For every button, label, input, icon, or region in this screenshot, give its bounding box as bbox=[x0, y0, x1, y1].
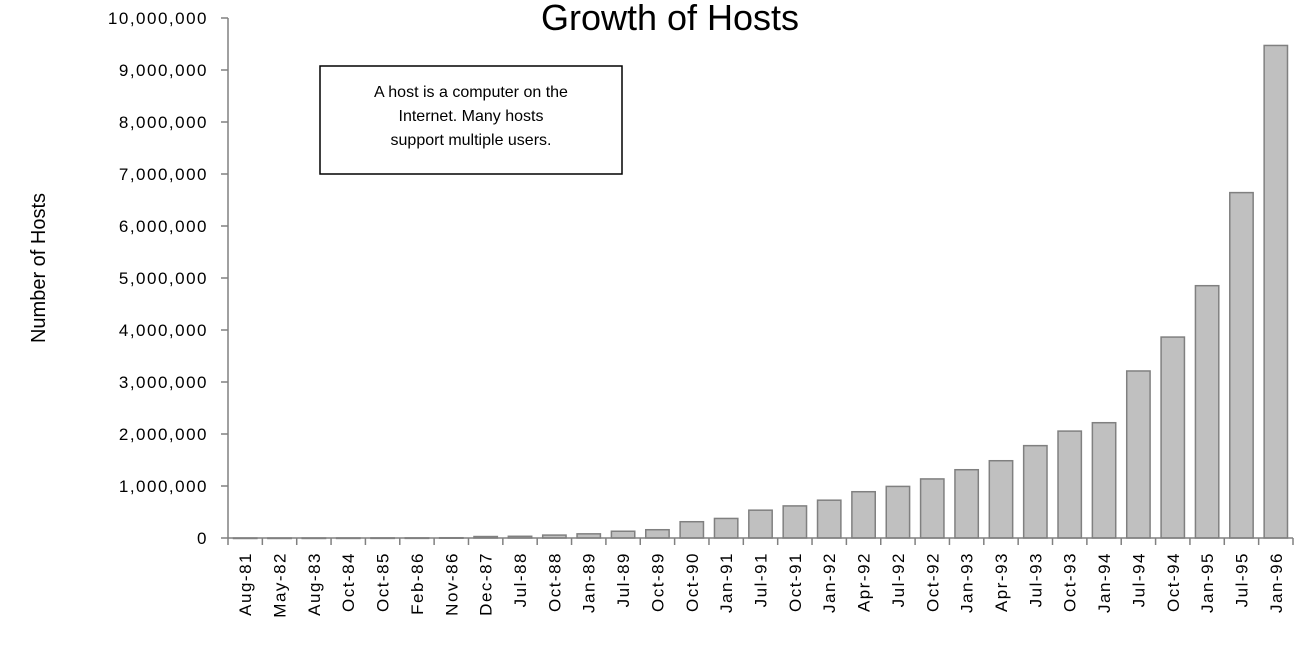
bar bbox=[1263, 44, 1289, 539]
annotation-line-3: support multiple users. bbox=[391, 132, 552, 149]
x-tick-label: Jul-89 bbox=[614, 552, 633, 607]
y-tick-label: 9,000,000 bbox=[119, 61, 208, 80]
x-tick-label: Aug-83 bbox=[305, 552, 324, 616]
x-tick-label: Jan-89 bbox=[580, 552, 599, 613]
bar bbox=[645, 528, 670, 539]
x-tick-label: Apr-92 bbox=[855, 552, 874, 612]
y-axis-title: Number of Hosts bbox=[28, 193, 50, 343]
annotation-box: A host is a computer on the Internet. Ma… bbox=[319, 65, 623, 175]
y-tick-label: 6,000,000 bbox=[119, 217, 208, 236]
y-tick-label: 10,000,000 bbox=[108, 9, 208, 28]
y-tick-label: 1,000,000 bbox=[119, 477, 208, 496]
y-axis-ticks: 0 1,000,000 2,000,000 3,000,000 4,000,000 5,0… bbox=[108, 9, 228, 548]
bar bbox=[1194, 284, 1220, 539]
bar bbox=[748, 509, 773, 539]
bar bbox=[679, 520, 705, 539]
x-tick-label: Oct-91 bbox=[786, 552, 805, 612]
bar bbox=[610, 530, 636, 539]
x-tick-label: Oct-93 bbox=[1061, 552, 1080, 612]
x-tick-label: Aug-81 bbox=[236, 552, 255, 616]
annotation-line-2: Internet. Many hosts bbox=[399, 108, 544, 125]
bar bbox=[885, 485, 911, 539]
bar bbox=[851, 490, 876, 539]
bar bbox=[1091, 421, 1117, 539]
x-tick-label: Jul-93 bbox=[1026, 552, 1045, 607]
annotation-line-1: A host is a computer on the bbox=[374, 84, 568, 101]
x-tick-label: Oct-84 bbox=[339, 552, 358, 612]
bar bbox=[1057, 430, 1083, 539]
x-tick-label: Oct-92 bbox=[923, 552, 942, 612]
x-tick-label: Jul-95 bbox=[1232, 552, 1251, 607]
bar bbox=[1229, 191, 1254, 539]
bar bbox=[988, 459, 1014, 539]
bar bbox=[954, 468, 980, 539]
x-tick-label: Jan-93 bbox=[958, 552, 977, 613]
x-tick-label: Oct-90 bbox=[683, 552, 702, 612]
x-tick-label: Oct-89 bbox=[648, 552, 667, 612]
x-tick-label: May-82 bbox=[271, 552, 290, 618]
y-tick-label: 5,000,000 bbox=[119, 269, 208, 288]
y-tick-label: 8,000,000 bbox=[119, 113, 208, 132]
y-tick-label: 7,000,000 bbox=[119, 165, 208, 184]
x-tick-label: Oct-85 bbox=[374, 552, 393, 612]
chart-title: Growth of Hosts bbox=[541, 0, 799, 38]
x-tick-label: Jan-92 bbox=[820, 552, 839, 613]
bar bbox=[713, 517, 739, 539]
annotation-frame bbox=[319, 65, 623, 175]
x-tick-label: Feb-86 bbox=[408, 552, 427, 615]
bar bbox=[1125, 370, 1151, 539]
x-tick-label: Dec-87 bbox=[477, 552, 496, 616]
x-tick-label: Jul-94 bbox=[1129, 552, 1148, 607]
y-tick-label: 3,000,000 bbox=[119, 373, 208, 392]
bar bbox=[1160, 336, 1186, 539]
x-tick-label: Oct-94 bbox=[1164, 552, 1183, 612]
x-tick-label: Jul-92 bbox=[889, 552, 908, 607]
x-tick-label: Nov-86 bbox=[442, 552, 461, 616]
bar bbox=[816, 499, 842, 539]
x-tick-label: Jan-95 bbox=[1198, 552, 1217, 613]
x-tick-label: Apr-93 bbox=[992, 552, 1011, 612]
x-tick-label: Jan-94 bbox=[1095, 552, 1114, 613]
bar bbox=[919, 478, 945, 539]
y-tick-label: 4,000,000 bbox=[119, 321, 208, 340]
x-axis-ticks: Aug-81 May-82 Aug-83 Oct-84 Oct-85 Feb-86 Nov-… bbox=[227, 538, 1294, 618]
y-tick-label: 0 bbox=[197, 529, 208, 548]
x-tick-label: Oct-88 bbox=[545, 552, 564, 612]
x-tick-label: Jan-96 bbox=[1267, 552, 1286, 613]
bar bbox=[782, 505, 808, 539]
bar bbox=[1022, 444, 1048, 539]
x-tick-label: Jul-88 bbox=[511, 552, 530, 607]
x-tick-label: Jan-91 bbox=[717, 552, 736, 613]
x-tick-label: Jul-91 bbox=[752, 552, 771, 607]
y-tick-label: 2,000,000 bbox=[119, 425, 208, 444]
